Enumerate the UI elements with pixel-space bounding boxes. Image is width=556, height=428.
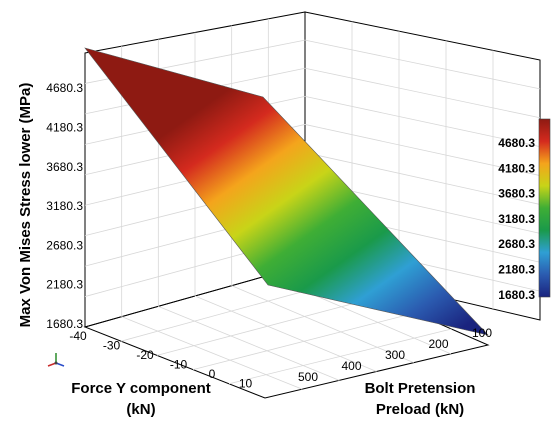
grid-line bbox=[121, 316, 303, 390]
x-tick-label: 0 bbox=[209, 367, 216, 381]
z-tick-label: 3680.3 bbox=[46, 160, 83, 174]
y-tick-label: 500 bbox=[298, 370, 318, 384]
colorbar-tick-label: 3680.3 bbox=[498, 187, 535, 201]
x-axis-label-line2: (kN) bbox=[126, 401, 155, 418]
x-tick-label: -40 bbox=[69, 329, 87, 343]
axis-triad-icon bbox=[47, 353, 65, 367]
colorbar-tick-label: 4180.3 bbox=[498, 161, 535, 175]
x-axis-ticks: -40 -30 -20 -10 0 10 bbox=[69, 329, 252, 391]
colorbar bbox=[538, 118, 551, 298]
grid-line bbox=[228, 328, 452, 385]
y-axis-label-line2: Preload (kN) bbox=[376, 401, 464, 418]
grid-line bbox=[304, 152, 541, 205]
x-axis-label-line1: Force Y component bbox=[71, 380, 210, 397]
grid-line bbox=[231, 285, 414, 364]
grid-line bbox=[304, 95, 541, 148]
grid-line bbox=[304, 39, 541, 90]
x-tick-label: -30 bbox=[103, 339, 121, 353]
colorbar-tick-label: 2180.3 bbox=[498, 263, 535, 277]
y-tick-label: 200 bbox=[428, 337, 448, 351]
x-tick-label: 10 bbox=[239, 377, 253, 391]
colorbar-tick-label: 3180.3 bbox=[498, 212, 535, 226]
grid-line bbox=[192, 312, 415, 370]
z-tick-label: 1680.3 bbox=[46, 317, 83, 331]
grid-line bbox=[304, 124, 541, 176]
grid-line bbox=[194, 295, 377, 372]
y-tick-label: 100 bbox=[472, 326, 492, 340]
grid-line bbox=[304, 67, 541, 119]
z-axis-ticks: 1680.3 2180.3 2680.3 3180.3 3680.3 4180.3 4680… bbox=[46, 81, 83, 331]
y-axis-ticks: 500 400 300 200 100 bbox=[298, 326, 492, 384]
colorbar-ticks: 4680.3 4180.3 3680.3 3180.3 2680.3 2180.3 1680… bbox=[498, 136, 535, 302]
z-axis-label: Max Von Mises Stress lower (MPa) bbox=[17, 83, 34, 328]
z-tick-label: 4680.3 bbox=[46, 81, 83, 95]
grid-line bbox=[158, 305, 340, 381]
colorbar-tick-label: 1680.3 bbox=[498, 288, 535, 302]
y-axis-label-line1: Bolt Pretension bbox=[365, 380, 476, 397]
y-tick-label: 300 bbox=[385, 348, 405, 362]
stress-surface bbox=[84, 47, 489, 336]
x-tick-label: -20 bbox=[136, 348, 154, 362]
z-tick-label: 3180.3 bbox=[46, 199, 83, 213]
grid-line bbox=[156, 296, 379, 356]
z-tick-label: 2180.3 bbox=[46, 278, 83, 292]
colorbar-tick-label: 4680.3 bbox=[498, 136, 535, 150]
colorbar-tick-label: 2680.3 bbox=[498, 237, 535, 251]
y-tick-label: 400 bbox=[341, 359, 361, 373]
z-tick-label: 4180.3 bbox=[46, 121, 83, 135]
x-tick-label: -10 bbox=[170, 358, 188, 372]
z-tick-label: 2680.3 bbox=[46, 238, 83, 252]
